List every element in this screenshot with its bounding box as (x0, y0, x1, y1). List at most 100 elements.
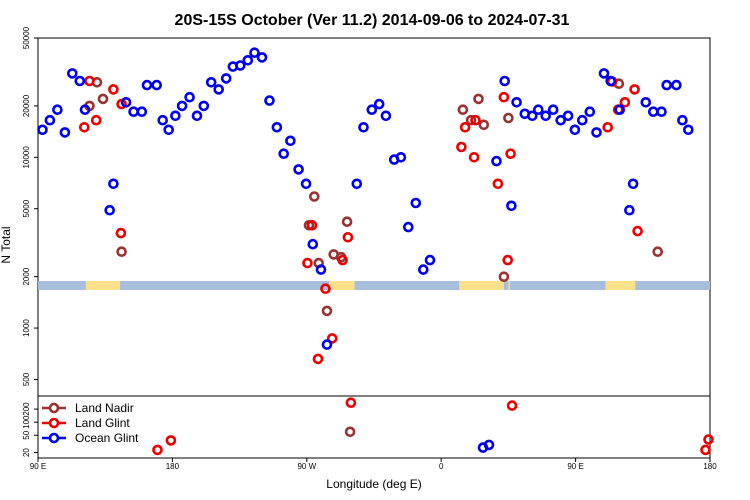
x-tick-label: 90 W (297, 462, 316, 471)
data-point (345, 397, 357, 409)
data-point (213, 84, 224, 95)
series-ocean-glint (37, 47, 694, 453)
data-point (492, 178, 504, 190)
data-point (640, 97, 652, 108)
data-point (249, 47, 260, 59)
data-point (498, 271, 510, 283)
land-band-segment (605, 281, 636, 290)
data-point (170, 110, 181, 122)
data-point (342, 232, 354, 243)
data-point (90, 114, 102, 126)
data-point (498, 91, 510, 103)
data-point (184, 91, 195, 103)
data-point (344, 426, 356, 438)
data-point (499, 75, 511, 87)
data-point (506, 200, 517, 212)
legend-item: Ocean Glint (42, 431, 139, 445)
data-point (605, 75, 617, 87)
data-point (341, 216, 353, 227)
data-point (79, 104, 91, 115)
data-point (619, 97, 631, 108)
data-point (141, 79, 153, 91)
data-point (395, 152, 407, 163)
data-point (116, 246, 127, 257)
y-tick-label: 2000 (22, 267, 31, 285)
data-point (104, 204, 115, 216)
legend-label: Land Nadir (75, 401, 134, 415)
data-point (555, 114, 567, 126)
land-band-segment (508, 281, 510, 290)
x-tick-label: 180 (166, 462, 180, 471)
data-point (278, 148, 290, 159)
data-point (532, 104, 544, 115)
data-point (52, 104, 63, 115)
data-point (97, 93, 109, 105)
data-point (576, 114, 588, 126)
data-point (677, 114, 688, 126)
legend-label: Ocean Glint (75, 431, 139, 445)
x-tick-label: 0 (439, 462, 444, 471)
land-band-segment (459, 281, 504, 290)
data-point (656, 106, 667, 117)
data-point (627, 178, 639, 190)
x-tick-label: 90 E (567, 462, 583, 471)
data-point (584, 106, 596, 117)
plot-frame (37, 37, 711, 459)
data-point (293, 164, 304, 175)
data-point (652, 246, 664, 257)
y-tick-label: 50 (22, 430, 31, 439)
data-point (661, 79, 673, 91)
data-point (569, 124, 581, 136)
data-point (108, 84, 119, 95)
data-point (526, 110, 538, 122)
data-point (614, 104, 626, 115)
data-point (205, 77, 217, 88)
data-point (163, 124, 174, 136)
data-point (44, 114, 56, 126)
data-point (306, 220, 318, 231)
data-point (79, 122, 90, 133)
legend-item: Land Glint (42, 416, 130, 430)
data-point (505, 148, 516, 159)
data-point (591, 127, 602, 138)
y-tick-label: 200 (22, 402, 31, 416)
y-tick-label: 1000 (22, 319, 31, 337)
data-point (457, 104, 469, 115)
data-point (511, 97, 522, 108)
data-point (671, 79, 682, 91)
y-tick-label: 20000 (22, 94, 31, 117)
series-land-glint (79, 75, 714, 456)
data-point (115, 227, 127, 239)
x-tick-label: 180 (703, 462, 717, 471)
data-point (151, 79, 162, 91)
data-point (321, 339, 333, 350)
land-band-segment (85, 281, 121, 290)
data-point (373, 98, 385, 110)
data-point (59, 127, 71, 138)
data-point (491, 155, 502, 167)
data-point (84, 75, 95, 87)
x-axis-label: Longitude (deg E) (326, 477, 421, 491)
y-tick-label: 20 (22, 448, 31, 457)
y-tick-label: 100 (22, 415, 31, 429)
data-point (417, 264, 429, 275)
y-tick-label: 5000 (22, 199, 31, 217)
data-point (629, 84, 640, 95)
data-point (424, 254, 436, 266)
x-tick-label: 90 E (30, 462, 46, 471)
data-point (320, 283, 331, 295)
data-point (478, 119, 490, 131)
data-point (337, 254, 348, 266)
data-point (152, 444, 163, 456)
data-point (468, 152, 480, 163)
data-point (300, 178, 312, 190)
data-point (465, 114, 477, 126)
data-point (502, 254, 514, 266)
data-point (220, 73, 232, 84)
data-point (120, 97, 132, 108)
data-point (366, 104, 378, 115)
data-point (380, 110, 392, 122)
data-point (326, 333, 338, 344)
